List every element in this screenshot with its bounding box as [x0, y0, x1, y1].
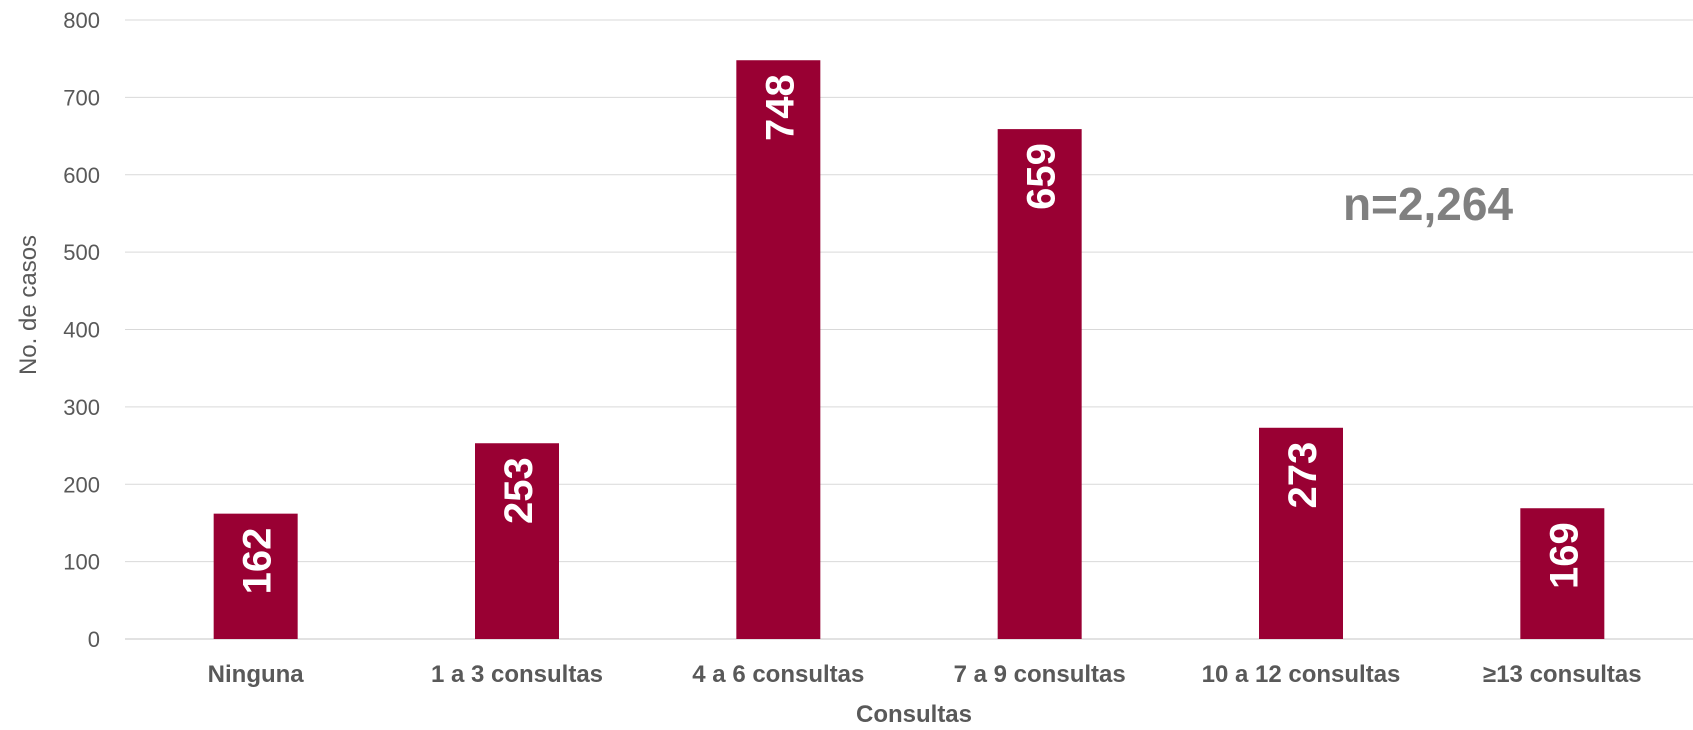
y-tick-label: 700 — [63, 85, 100, 110]
x-category-label: 7 a 9 consultas — [954, 661, 1126, 688]
bar — [1520, 508, 1605, 639]
bar-value-label: 273 — [1281, 442, 1325, 509]
y-tick-label: 500 — [63, 240, 100, 265]
bar-value-label: 748 — [758, 74, 802, 141]
bar-value-label: 253 — [497, 457, 541, 524]
y-tick-label: 0 — [88, 627, 100, 652]
x-category-label: ≥13 consultas — [1483, 661, 1642, 688]
bar — [475, 443, 559, 639]
bar — [736, 60, 821, 640]
gridlines — [125, 19, 1693, 640]
x-category-label: Ninguna — [208, 661, 305, 688]
sample-size-annotation: n=2,264 — [1343, 178, 1513, 230]
y-tick-label: 400 — [63, 318, 100, 343]
y-axis-title: No. de casos — [15, 235, 42, 375]
x-category-label: 4 a 6 consultas — [692, 661, 864, 688]
x-category-label: 1 a 3 consultas — [431, 661, 603, 688]
bar — [997, 129, 1082, 639]
y-tick-label: 300 — [63, 395, 100, 420]
y-tick-label: 100 — [63, 550, 100, 575]
y-tick-label: 800 — [63, 8, 100, 33]
y-tick-label: 600 — [63, 163, 100, 188]
bar-value-label: 162 — [236, 528, 280, 595]
y-tick-label: 200 — [63, 472, 100, 497]
y-axis-ticks: 0 100 200 300 400 500 600 700 800 — [63, 8, 100, 652]
bar-value-label: 169 — [1542, 522, 1586, 589]
x-category-label: 10 a 12 consultas — [1202, 661, 1401, 688]
x-axis-categories: Ninguna 1 a 3 consultas 4 a 6 consultas 7 a… — [208, 661, 1642, 688]
data-labels: 162 253 748 659 273 169 — [236, 74, 1587, 594]
bar — [213, 513, 298, 639]
x-axis-title: Consultas — [856, 701, 972, 728]
bar — [1259, 427, 1343, 639]
bars — [213, 60, 1605, 640]
bar-value-label: 659 — [1020, 143, 1064, 210]
